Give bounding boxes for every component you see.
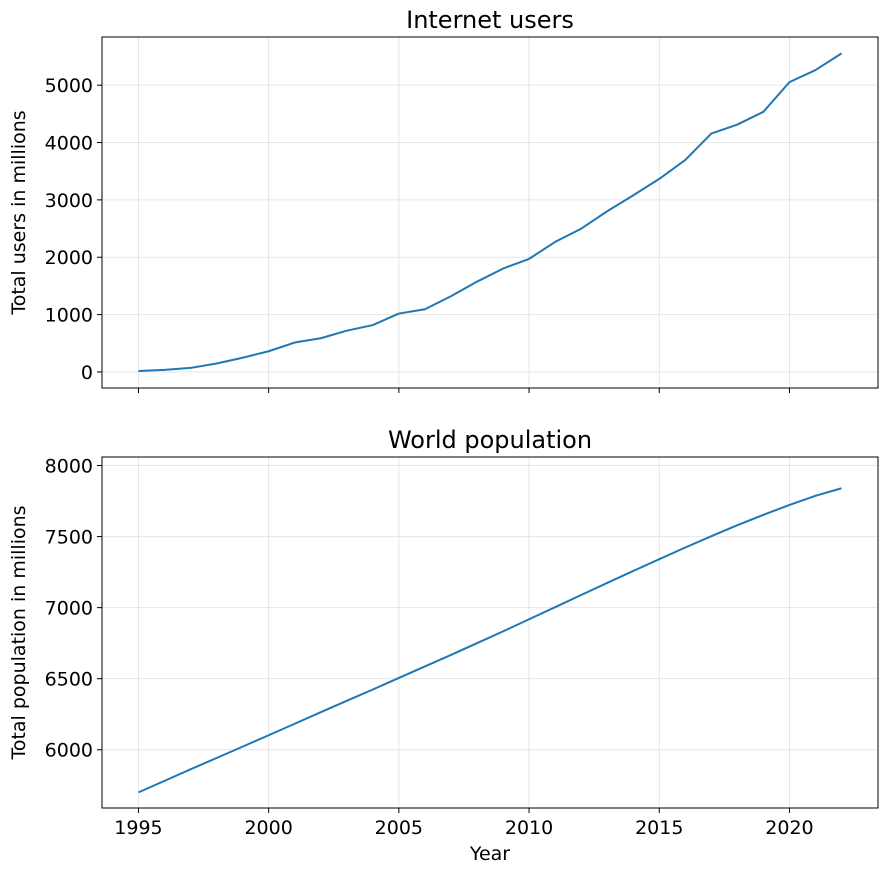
x-axis-label: Year [469,843,510,865]
y-tick-label: 7000 [45,598,93,620]
y-tick-label: 2000 [45,247,93,269]
x-tick-label: 1995 [114,817,162,839]
y-tick-label: 6500 [45,669,93,691]
x-tick-label: 2020 [765,817,813,839]
series-line [138,52,843,373]
y-tick-label: 1000 [45,305,93,327]
x-tick-label: 2010 [505,817,553,839]
plot-frame [101,36,879,389]
series-line [138,487,842,794]
y-tick-label: 8000 [45,456,93,478]
y-axis-label: Total users in millions [8,110,30,315]
chart-title: World population [388,426,592,454]
y-axis-label: Total population in millions [8,505,30,760]
world-population-panel: 1995 2000 2005 2010 2015 2020 6000 6500 7000 7500… [8,426,879,865]
x-tick-label: 2005 [375,817,423,839]
y-tick-label: 7500 [45,527,93,549]
x-tick-label: 2015 [635,817,683,839]
plot-frame [101,456,879,809]
internet-users-panel: 0 1000 2000 3000 4000 5000 Internet users Total… [8,6,879,393]
y-tick-label: 0 [81,362,93,384]
y-tick-label: 3000 [45,190,93,212]
chart-title: Internet users [406,6,574,34]
y-tick-label: 4000 [45,133,93,155]
x-tick-label: 2000 [244,817,292,839]
y-tick-label: 5000 [45,75,93,97]
y-tick-label: 6000 [45,740,93,762]
